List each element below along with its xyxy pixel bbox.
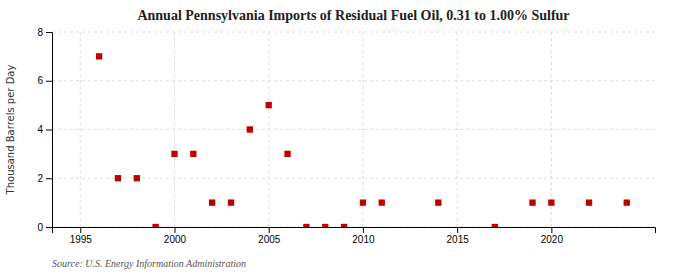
x-axis: 1995 2000 2005 2010 2015 2020 — [53, 227, 656, 245]
point — [228, 199, 234, 205]
point — [134, 175, 140, 181]
tick: 8 — [37, 27, 52, 38]
tick-mark — [174, 227, 175, 233]
axis-line — [53, 228, 656, 234]
tick: 1995 — [70, 227, 93, 245]
tick-mark — [363, 227, 364, 233]
point — [190, 151, 196, 157]
tick-label: 1995 — [70, 234, 93, 245]
plot: 1995 2000 2005 2010 2015 2020 0 2 4 6 8 — [37, 27, 655, 245]
tick-label: 2015 — [447, 234, 470, 245]
point — [548, 199, 554, 205]
tick-label: 2 — [37, 173, 43, 184]
annotation: Source: U.S. Energy Information Administ… — [52, 258, 246, 269]
point — [96, 53, 102, 59]
tick: 2020 — [541, 227, 564, 245]
tick-mark — [46, 178, 52, 179]
point — [435, 199, 441, 205]
point — [266, 102, 272, 108]
tick-label: 6 — [37, 75, 43, 86]
point — [529, 199, 535, 205]
point — [341, 224, 347, 227]
point — [492, 224, 498, 227]
point — [152, 224, 158, 227]
tick-mark — [46, 32, 52, 33]
tick: 4 — [37, 124, 52, 135]
tick-mark — [46, 227, 52, 228]
tick-label: 8 — [37, 27, 43, 38]
tick: 0 — [37, 222, 52, 233]
point — [624, 199, 630, 205]
tick: 6 — [37, 75, 52, 86]
point — [586, 199, 592, 205]
tick-mark — [80, 227, 81, 233]
tick: 2005 — [258, 227, 281, 245]
chart: 1995 2000 2005 2010 2015 2020 0 2 4 6 8 Annual Penn… — [0, 0, 675, 275]
grid-line — [80, 32, 81, 227]
point — [360, 199, 366, 205]
tick-mark — [551, 227, 552, 233]
tick-label: 2020 — [541, 234, 564, 245]
point — [322, 224, 328, 227]
y-axis: 0 2 4 6 8 — [37, 27, 52, 233]
grid-line — [52, 178, 655, 179]
grid-line — [52, 32, 655, 33]
tick-mark — [46, 130, 52, 131]
title: Annual Pennsylvania Imports of Residual … — [137, 8, 569, 23]
grid-line — [52, 129, 655, 130]
grid-line — [52, 80, 655, 81]
tick: 2010 — [352, 227, 375, 245]
tick-label: 0 — [37, 222, 43, 233]
tick-label: 2000 — [164, 234, 187, 245]
tick-label: 2010 — [352, 234, 375, 245]
grid — [52, 32, 655, 227]
point — [379, 199, 385, 205]
tick-mark — [457, 227, 458, 233]
tick-mark — [269, 227, 270, 233]
y-axis-title: Thousand Barrels per Day — [5, 65, 16, 196]
point — [247, 126, 253, 132]
point — [171, 151, 177, 157]
tick: 2 — [37, 173, 52, 184]
tick-mark — [46, 81, 52, 82]
tick: 2015 — [447, 227, 470, 245]
point — [115, 175, 121, 181]
point — [303, 224, 309, 227]
grid-line — [362, 32, 363, 227]
point — [284, 151, 290, 157]
point — [209, 199, 215, 205]
tick-label: 4 — [37, 124, 43, 135]
tick-label: 2005 — [258, 234, 281, 245]
points — [96, 53, 630, 227]
tick: 2000 — [164, 227, 187, 245]
axis-line — [46, 33, 53, 228]
